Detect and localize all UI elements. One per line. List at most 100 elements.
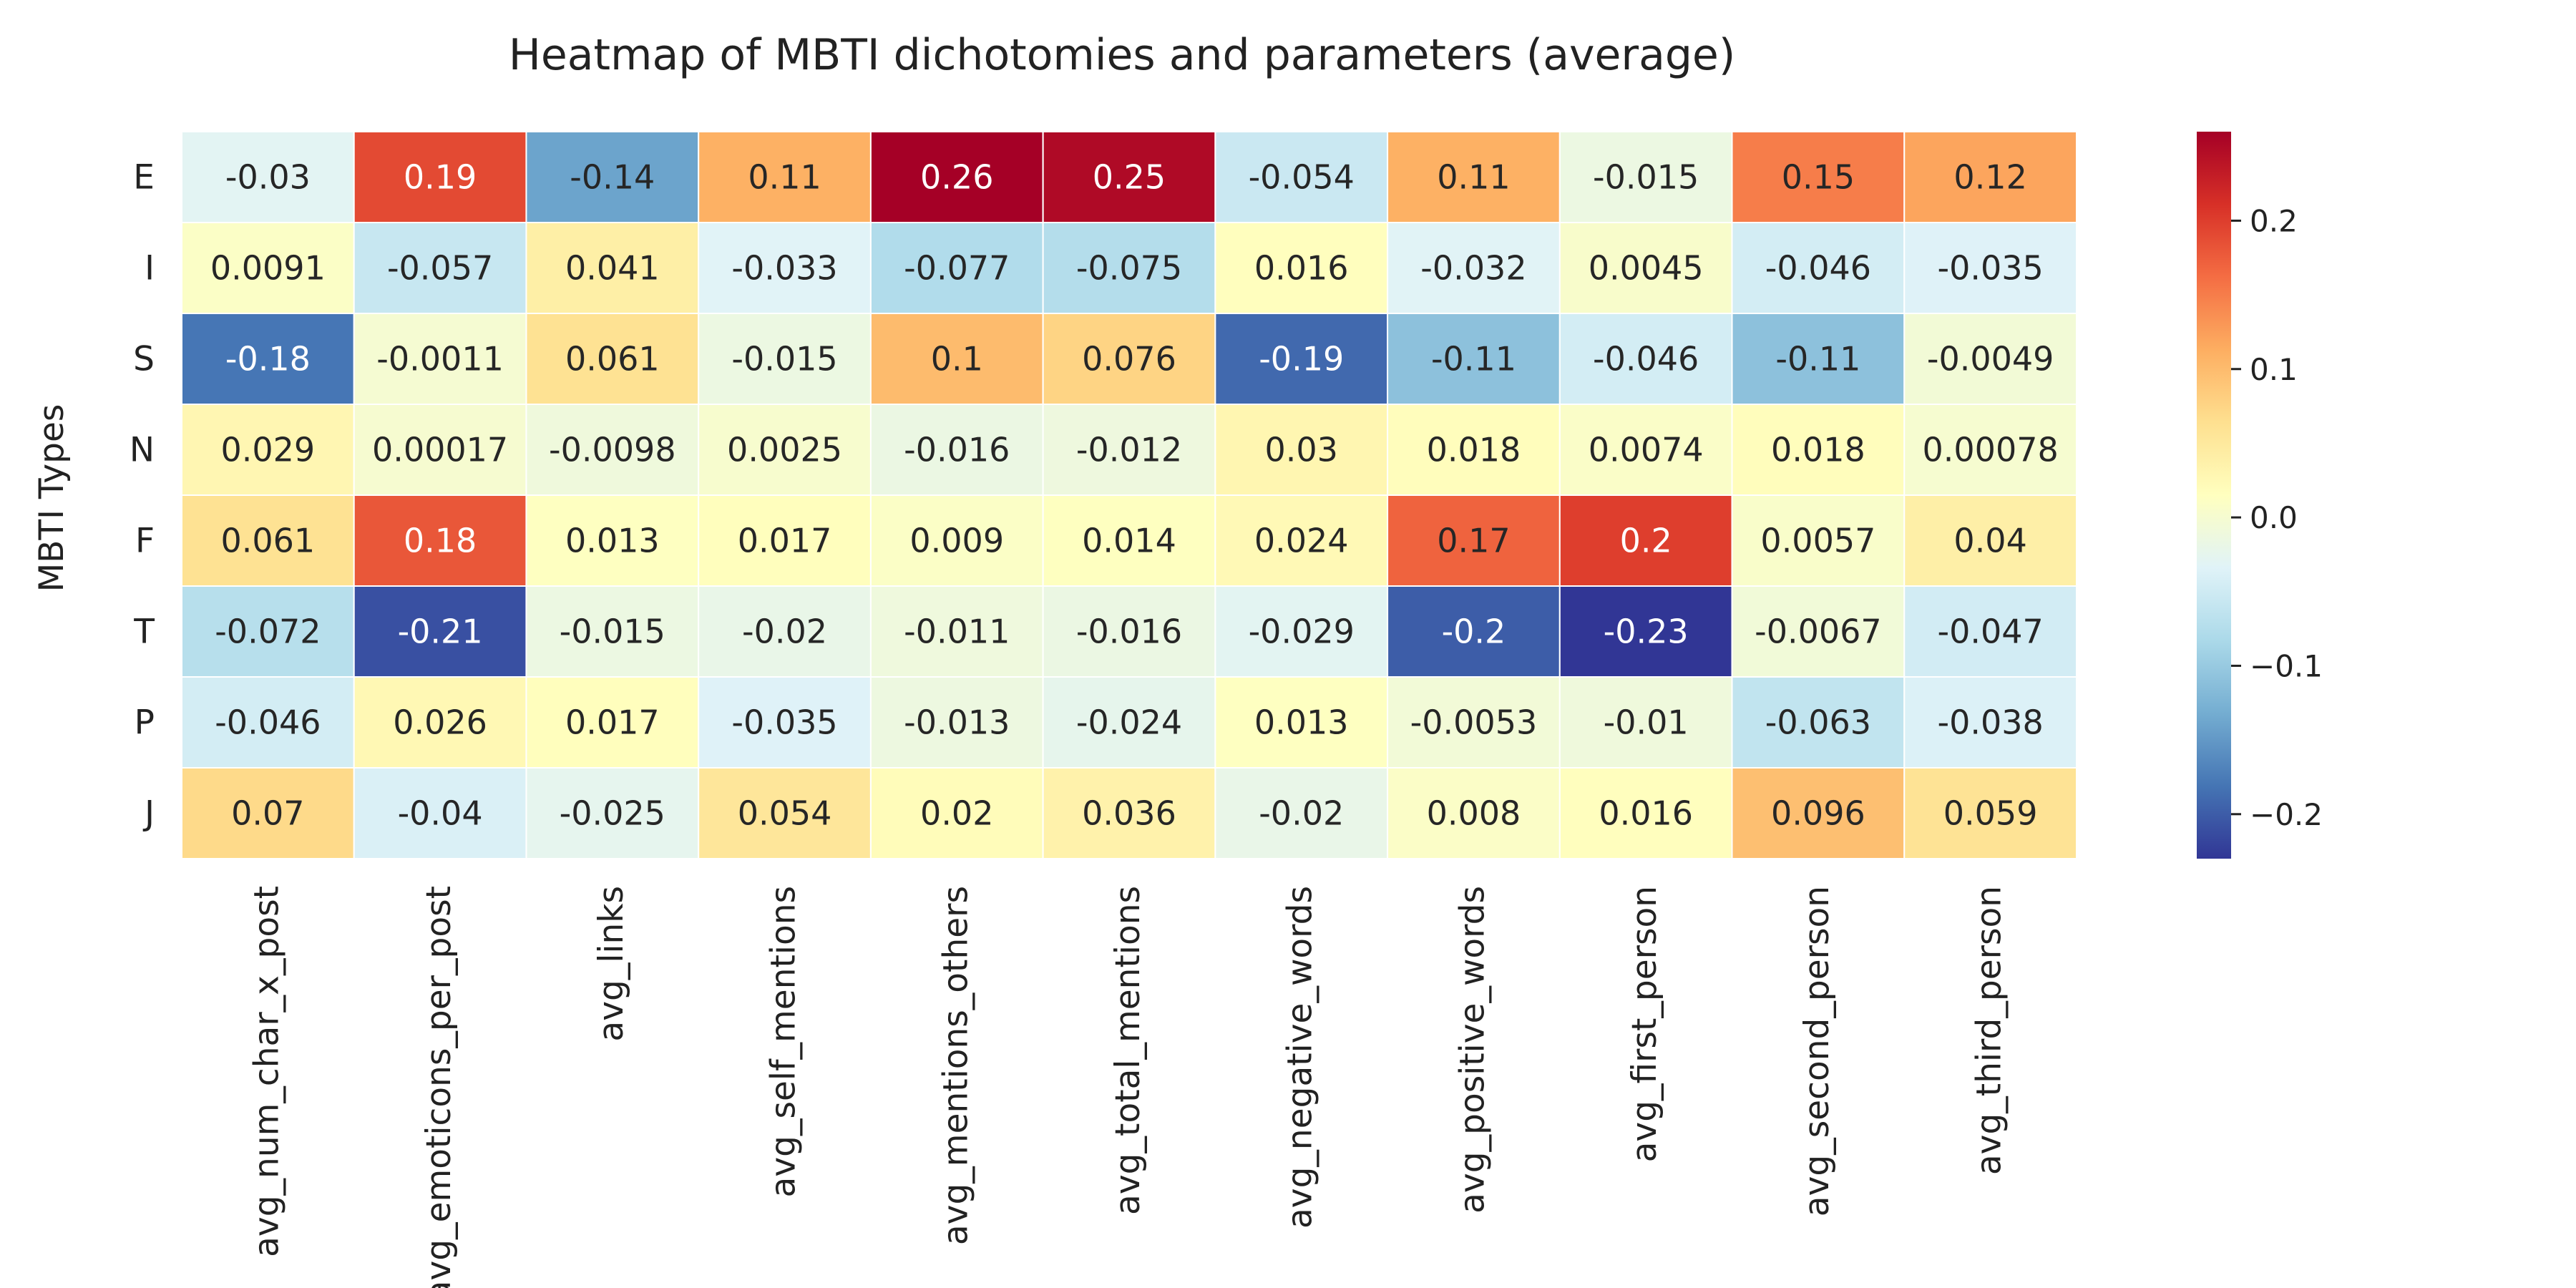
cell-value-label: -0.046 — [1765, 249, 1871, 288]
cell-value-label: 0.017 — [738, 522, 832, 560]
heatmap-cell — [869, 222, 1044, 314]
cell-value-label: -0.024 — [1076, 703, 1182, 742]
cell-value-label: 0.03 — [1265, 431, 1338, 469]
colorbar-tick-label: −0.2 — [2250, 797, 2323, 832]
x-tick-label: avg_self_mentions — [764, 886, 804, 1197]
cell-value-label: 0.00017 — [372, 431, 508, 469]
heatmap-cell — [1214, 676, 1389, 769]
heatmap-cell — [525, 222, 700, 314]
cell-value-label: -0.0011 — [376, 340, 504, 379]
cell-value-label: -0.075 — [1076, 249, 1182, 288]
cell-value-label: 0.009 — [909, 522, 1004, 560]
cell-value-label: 0.096 — [1771, 794, 1865, 833]
cell-value-label: -0.015 — [560, 613, 665, 651]
heatmap-cell — [1042, 494, 1216, 587]
cell-value-label: 0.02 — [920, 794, 993, 833]
heatmap-cell — [1387, 131, 1561, 223]
heatmap-cell — [1042, 404, 1216, 496]
heatmap-cell — [869, 313, 1044, 405]
heatmap-cell — [181, 676, 355, 769]
cell-value-label: -0.077 — [904, 249, 1010, 288]
cell-value-label: 0.19 — [404, 158, 477, 197]
cell-value-label: -0.013 — [904, 703, 1010, 742]
heatmap-cell — [698, 767, 872, 859]
cell-value-label: 0.04 — [1953, 522, 2026, 560]
cell-value-label: -0.054 — [1249, 158, 1355, 197]
cell-value-label: 0.014 — [1082, 522, 1176, 560]
heatmap-cell — [1731, 131, 1906, 223]
cell-value-label: -0.02 — [742, 613, 827, 651]
heatmap-cell — [181, 222, 355, 314]
cell-value-label: -0.016 — [904, 431, 1010, 469]
heatmap-cell — [1042, 676, 1216, 769]
heatmap-cell — [181, 767, 355, 859]
cell-value-label: 0.016 — [1254, 249, 1349, 288]
cell-value-label: -0.035 — [1937, 249, 2043, 288]
heatmap-cell — [353, 222, 527, 314]
y-tick-label: I — [145, 249, 155, 288]
x-tick-labels: avg_num_char_x_post avg_emoticons_per_pos… — [247, 886, 2009, 1288]
x-tick-label: avg_num_char_x_post — [247, 886, 286, 1257]
cell-value-label: 0.0057 — [1760, 522, 1875, 560]
cell-value-label: 0.12 — [1953, 158, 2026, 197]
cell-value-label: 0.029 — [221, 431, 316, 469]
cell-value-label: -0.033 — [731, 249, 837, 288]
cell-value-label: 0.0074 — [1589, 431, 1704, 469]
heatmap-cell — [1214, 494, 1389, 587]
colorbar-tick-label: 0.0 — [2250, 500, 2298, 535]
heatmap-cell — [1214, 404, 1389, 496]
colorbar-tick-label: 0.2 — [2250, 203, 2298, 238]
cell-value-label: -0.015 — [1593, 158, 1699, 197]
cell-value-label: -0.0049 — [1927, 340, 2054, 379]
cell-value-label: -0.2 — [1442, 613, 1506, 651]
heatmap-cell — [1558, 494, 1733, 587]
heatmap-cell — [869, 494, 1044, 587]
heatmap-cell — [1387, 767, 1561, 859]
colorbar-gradient — [2197, 132, 2231, 859]
x-tick-label: avg_total_mentions — [1108, 886, 1148, 1215]
y-tick-label: P — [135, 703, 155, 743]
heatmap-cell — [698, 676, 872, 769]
y-tick-label: T — [133, 613, 155, 652]
heatmap-cell — [181, 585, 355, 678]
cell-value-label: 0.054 — [738, 794, 832, 833]
cell-value-label: 0.18 — [404, 522, 477, 560]
cell-value-label: 0.013 — [1254, 703, 1349, 742]
colorbar-tick-label: −0.1 — [2250, 648, 2323, 683]
cell-value-label: 0.026 — [393, 703, 487, 742]
chart-title: Heatmap of MBTI dichotomies and paramete… — [509, 30, 1736, 80]
heatmap-cell — [525, 131, 700, 223]
heatmap-cell — [1903, 767, 2077, 859]
heatmap-cell — [1214, 767, 1389, 859]
cell-value-label: 0.061 — [565, 340, 660, 379]
cell-value-label: -0.21 — [398, 613, 483, 651]
heatmap-cell — [698, 494, 872, 587]
cell-value-label: -0.0098 — [549, 431, 676, 469]
colorbar: −0.2 −0.1 0.0 0.1 0.2 — [2197, 132, 2323, 859]
cell-value-label: -0.01 — [1604, 703, 1689, 742]
heatmap-cell — [525, 494, 700, 587]
y-tick-labels: E I S N F T P J — [130, 158, 155, 834]
heatmap-cell — [353, 494, 527, 587]
cell-value-label: -0.0067 — [1755, 613, 1882, 651]
heatmap-cell — [1214, 313, 1389, 405]
cell-value-label: -0.03 — [225, 158, 311, 197]
cell-value-label: -0.11 — [1431, 340, 1516, 379]
y-tick-label: F — [135, 522, 155, 561]
heatmap-cell — [1558, 767, 1733, 859]
heatmap-cell — [353, 767, 527, 859]
heatmap-cell — [698, 585, 872, 678]
cell-value-label: 0.041 — [565, 249, 660, 288]
x-tick-label: avg_second_person — [1797, 886, 1837, 1216]
heatmap-cell — [1042, 767, 1216, 859]
cell-value-label: -0.032 — [1420, 249, 1526, 288]
heatmap-cell — [1214, 222, 1389, 314]
x-tick-label: avg_third_person — [1970, 886, 2009, 1175]
cell-value-label: 0.15 — [1782, 158, 1855, 197]
cell-value-label: -0.035 — [731, 703, 837, 742]
heatmap-cell — [353, 131, 527, 223]
x-tick-label: avg_positive_words — [1453, 886, 1492, 1214]
cell-value-label: 0.25 — [1093, 158, 1166, 197]
heatmap-cell — [1903, 585, 2077, 678]
